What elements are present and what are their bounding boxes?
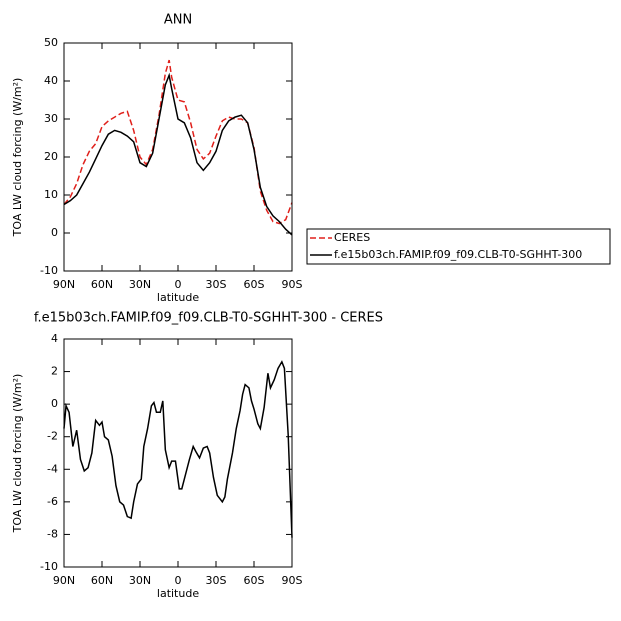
- chart-title: f.e15b03ch.FAMIP.f09_f09.CLB-T0-SGHHT-30…: [34, 311, 383, 326]
- y-tick-label: -6: [47, 495, 58, 508]
- y-tick-label: -4: [47, 462, 58, 475]
- x-tick-label: 30N: [129, 574, 151, 587]
- x-tick-label: 90N: [53, 574, 75, 587]
- legend-label: CERES: [334, 231, 370, 244]
- y-tick-label: -8: [47, 527, 58, 540]
- x-tick-label: 90N: [53, 278, 75, 291]
- plot-frame: [63, 338, 293, 568]
- x-axis-label: latitude: [157, 587, 199, 600]
- legend-label: f.e15b03ch.FAMIP.f09_f09.CLB-T0-SGHHT-30…: [334, 248, 582, 261]
- data-line: [63, 59, 293, 225]
- y-tick-label: 0: [51, 397, 58, 410]
- x-tick-label: 0: [175, 278, 182, 291]
- x-tick-label: 60S: [244, 278, 265, 291]
- x-tick-label: 0: [175, 574, 182, 587]
- legend-box: [306, 228, 611, 265]
- y-axis-label: TOA LW cloud forcing (W/m²): [11, 374, 24, 534]
- chart-title: ANN: [164, 13, 192, 28]
- y-tick-label: -10: [40, 560, 58, 573]
- x-tick-label: 60N: [91, 278, 113, 291]
- y-tick-label: 0: [51, 226, 58, 239]
- y-tick-label: 4: [51, 332, 58, 345]
- x-axis-label: latitude: [157, 291, 199, 304]
- plot-frame: [63, 42, 293, 272]
- x-tick-label: 60N: [91, 574, 113, 587]
- x-tick-label: 60S: [244, 574, 265, 587]
- y-tick-label: -10: [40, 264, 58, 277]
- y-tick-label: 2: [51, 365, 58, 378]
- x-tick-label: 30S: [206, 278, 227, 291]
- data-line: [63, 72, 293, 236]
- x-tick-label: 90S: [282, 574, 303, 587]
- x-tick-label: 30N: [129, 278, 151, 291]
- y-axis-label: TOA LW cloud forcing (W/m²): [11, 78, 24, 238]
- y-tick-label: -2: [47, 430, 58, 443]
- y-tick-label: 40: [44, 74, 58, 87]
- y-tick-label: 20: [44, 150, 58, 163]
- x-tick-label: 30S: [206, 574, 227, 587]
- data-line: [63, 360, 293, 538]
- x-tick-label: 90S: [282, 278, 303, 291]
- y-tick-label: 10: [44, 188, 58, 201]
- y-tick-label: 50: [44, 36, 58, 49]
- y-tick-label: 30: [44, 112, 58, 125]
